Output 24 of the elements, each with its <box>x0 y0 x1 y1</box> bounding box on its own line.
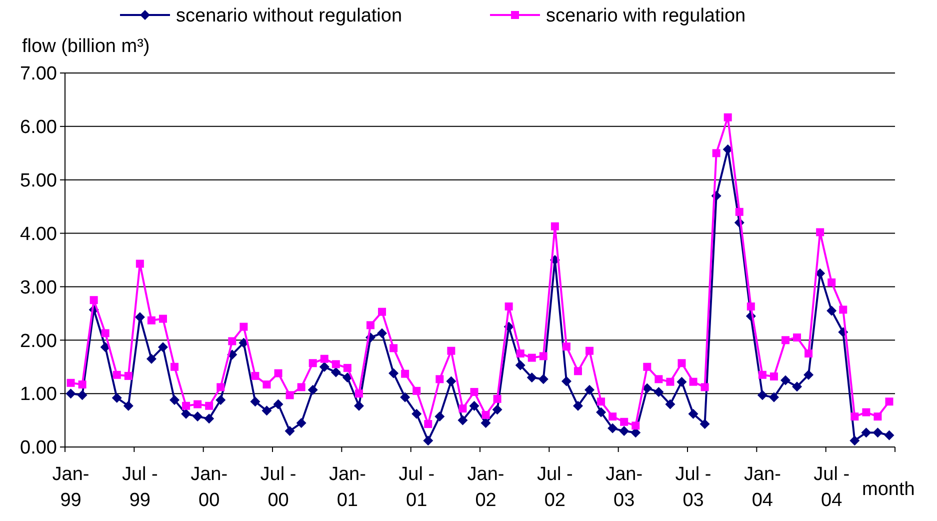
y-tick-label: 5.00 <box>20 170 57 192</box>
legend-label: scenario without regulation <box>176 6 402 27</box>
x-tick-label: Jan-00 <box>190 464 228 511</box>
x-tick-label: Jul -03 <box>675 464 712 511</box>
x-tick-label: Jul -99 <box>122 464 158 511</box>
x-tick-label: Jul -02 <box>536 464 573 511</box>
y-tick-label: 3.00 <box>20 277 57 298</box>
x-axis-title: month <box>862 479 915 500</box>
x-tick-label: Jul -00 <box>260 464 296 511</box>
y-tick-label: 7.00 <box>20 64 57 85</box>
legend-label: scenario with regulation <box>546 6 746 27</box>
x-tick-label: Jan-99 <box>52 464 90 511</box>
x-tick-label: Jan-01 <box>328 464 366 511</box>
x-tick-label: Jul -01 <box>398 464 435 511</box>
x-tick-label: Jan-04 <box>744 464 781 511</box>
y-tick-label: 2.00 <box>20 330 57 352</box>
y-tick-label: 4.00 <box>20 224 57 245</box>
x-tick-label: Jan-02 <box>467 464 504 511</box>
x-tick-label: Jul -04 <box>814 464 850 511</box>
y-tick-label: 6.00 <box>20 117 57 138</box>
y-tick-label: 0.00 <box>20 438 57 459</box>
x-tick-label: Jan-03 <box>606 464 643 511</box>
y-tick-label: 1.00 <box>20 384 57 406</box>
y-axis-title: flow (billion m³) <box>22 36 150 57</box>
